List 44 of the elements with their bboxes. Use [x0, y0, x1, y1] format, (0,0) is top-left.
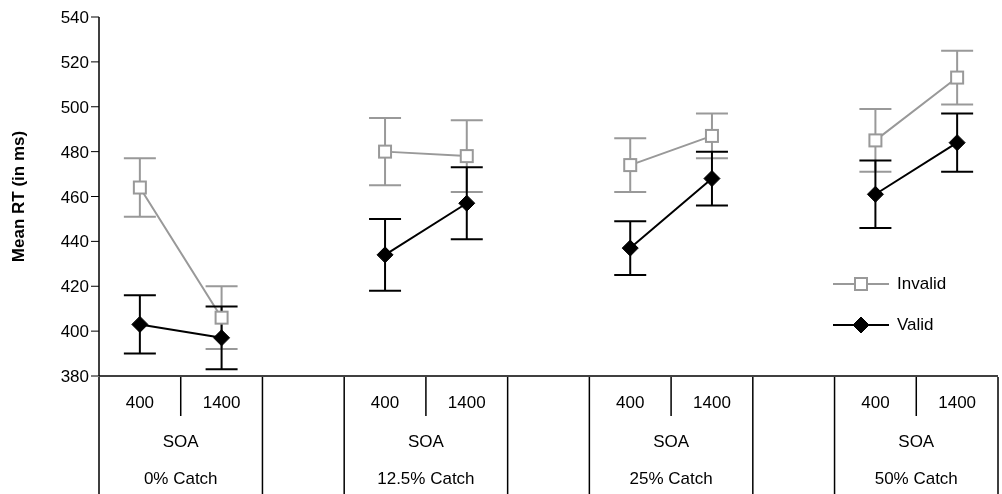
point	[621, 239, 639, 257]
point	[704, 128, 719, 143]
point	[376, 246, 394, 264]
text: SOA	[898, 432, 935, 451]
point	[623, 158, 638, 173]
point	[868, 133, 883, 148]
y-tick-label: 460	[60, 187, 89, 207]
y-tick-label: 420	[60, 277, 89, 297]
x-tick-label: 400	[370, 393, 400, 412]
point	[948, 134, 966, 152]
point	[459, 149, 474, 164]
y-tick-label: 400	[60, 322, 89, 342]
x-tick-label: 400	[861, 393, 890, 412]
x-tick-label: 1400	[202, 393, 241, 412]
x-tick-label: 400	[125, 393, 155, 412]
point	[703, 170, 721, 188]
text: SOA	[653, 432, 690, 451]
point	[132, 180, 147, 195]
point	[950, 70, 965, 85]
legend-label: Valid	[897, 314, 934, 335]
text: 0% Catch	[143, 469, 218, 488]
text: SOA	[407, 432, 445, 451]
point	[378, 144, 393, 159]
text: SOA	[162, 432, 200, 451]
legend-label: Invalid	[897, 273, 947, 294]
y-tick-label: 500	[60, 97, 89, 117]
point	[131, 315, 149, 333]
y-tick-label: 440	[60, 232, 89, 252]
x-tick-label: 1400	[938, 393, 977, 412]
point	[213, 329, 231, 347]
y-tick-label: 520	[60, 52, 89, 72]
y-tick-label: 480	[60, 142, 89, 162]
x-tick-label: 1400	[693, 393, 731, 412]
point	[214, 310, 229, 325]
y-axis-title: Mean RT (in ms)	[9, 130, 29, 263]
x-tick-label: 1400	[447, 393, 486, 412]
text: 25% Catch	[629, 469, 713, 488]
x-tick-label: 400	[616, 393, 645, 412]
text: 12.5% Catch	[377, 469, 475, 488]
y-tick-label: 380	[60, 367, 89, 387]
point	[458, 194, 476, 212]
text: 50% Catch	[874, 469, 958, 488]
y-tick-label: 540	[60, 8, 89, 28]
point	[866, 185, 884, 203]
